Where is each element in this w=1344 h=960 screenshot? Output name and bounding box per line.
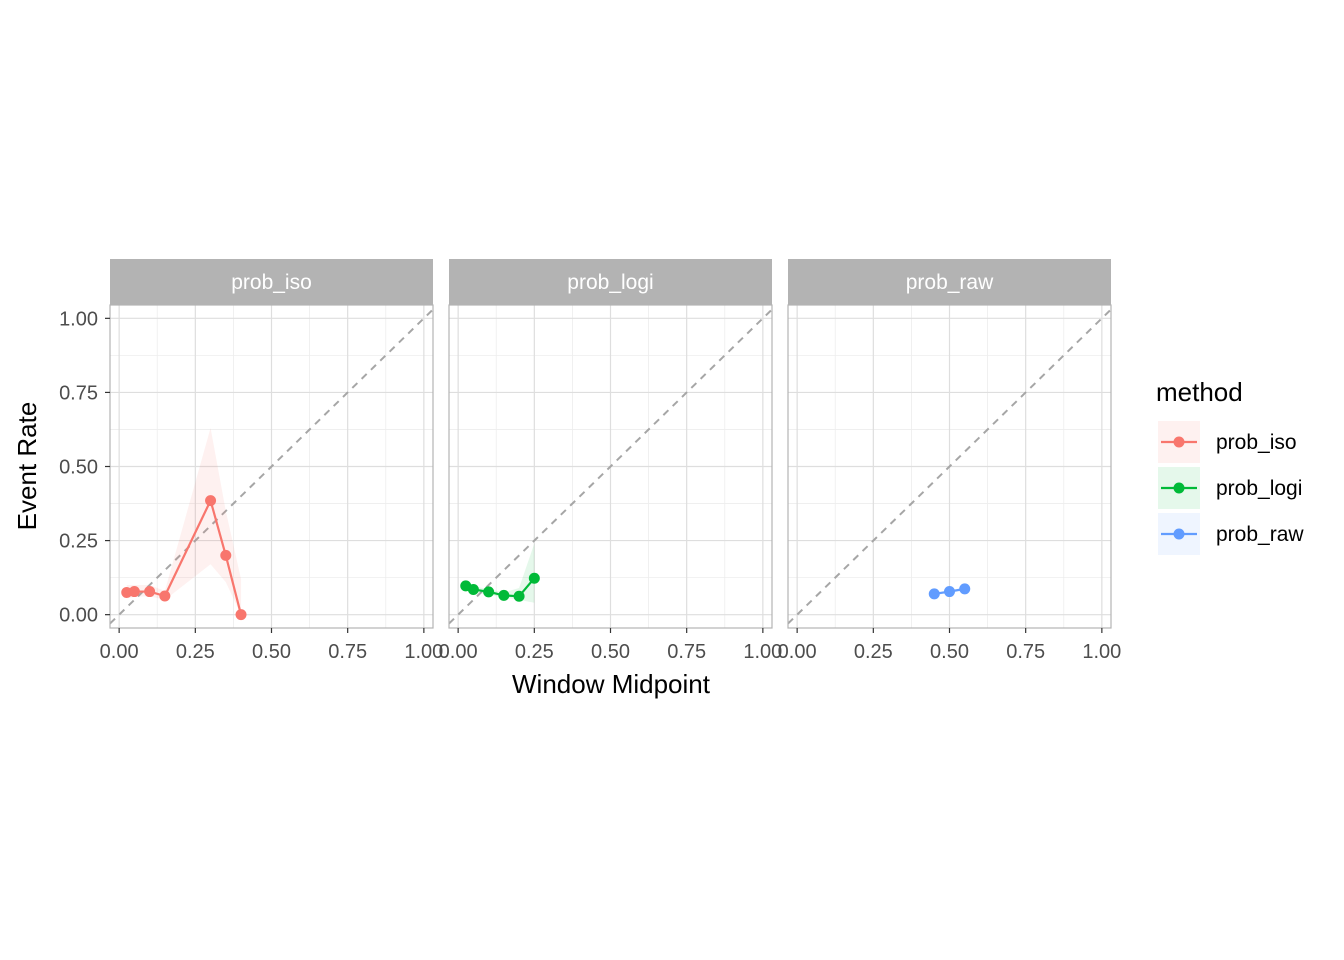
- x-tick-label: 0.50: [930, 641, 969, 663]
- x-tick-label: 0.75: [667, 641, 706, 663]
- legend-entry-prob_iso: prob_iso: [1158, 421, 1297, 463]
- data-point: [528, 572, 540, 584]
- facet-strip-label: prob_iso: [231, 271, 312, 294]
- legend: method prob_iso prob_logi prob_raw: [1156, 377, 1304, 555]
- data-point: [944, 586, 955, 598]
- panel-prob_iso: prob_iso 0.00 0.25 0.50 0.75 1.00 0.00 0.25 0.50…: [59, 259, 443, 663]
- x-tick-label: 0.00: [778, 641, 817, 663]
- legend-key-point: [1173, 528, 1185, 540]
- legend-key-point: [1173, 482, 1185, 494]
- confidence-ribbon: [465, 543, 535, 603]
- legend-entry-prob_raw: prob_raw: [1158, 513, 1304, 555]
- x-tick-label: 0.00: [439, 641, 478, 663]
- legend-entry-prob_logi: prob_logi: [1158, 467, 1302, 509]
- reference-diagonal-line: [449, 308, 772, 625]
- confidence-ribbon: [126, 427, 242, 615]
- x-tick-label: 0.00: [100, 641, 139, 663]
- y-tick-label: 0.75: [59, 382, 98, 404]
- facet-strip-label: prob_logi: [567, 271, 653, 294]
- facet-strip: [110, 259, 433, 305]
- facet-strip: [788, 259, 1111, 305]
- reference-diagonal-line: [788, 308, 1111, 625]
- x-tick-label: 0.25: [176, 641, 215, 663]
- panel-content: [110, 308, 433, 625]
- x-tick-label: 1.00: [1082, 641, 1121, 663]
- panel-content: [788, 308, 1111, 625]
- data-point: [513, 590, 525, 602]
- facet-strip: [449, 259, 772, 305]
- y-tick-label: 0.00: [59, 605, 98, 627]
- y-tick-label: 0.50: [59, 457, 98, 479]
- data-point: [928, 588, 940, 600]
- data-point: [498, 589, 510, 601]
- data-point: [205, 495, 217, 507]
- x-axis-title: Window Midpoint: [512, 669, 711, 699]
- x-tick-label: 0.50: [252, 641, 291, 663]
- data-point: [235, 609, 247, 621]
- legend-label: prob_iso: [1216, 431, 1297, 454]
- panel-prob_raw: prob_raw 0.00 0.25 0.50 0.75 1.00: [778, 259, 1121, 663]
- y-tick-label: 0.25: [59, 531, 98, 553]
- reference-diagonal-line: [110, 308, 433, 625]
- x-tick-label: 1.00: [404, 641, 443, 663]
- y-tick-label: 1.00: [59, 308, 98, 330]
- data-point: [959, 583, 971, 595]
- data-point: [220, 549, 232, 561]
- x-tick-label: 1.00: [743, 641, 782, 663]
- legend-key-point: [1173, 436, 1185, 448]
- x-tick-label: 0.75: [1006, 641, 1045, 663]
- panel-content: [449, 308, 772, 625]
- x-tick-label: 0.75: [328, 641, 367, 663]
- data-point: [159, 590, 171, 602]
- x-tick-label: 0.25: [854, 641, 893, 663]
- data-point: [128, 586, 140, 598]
- data-point: [467, 583, 479, 595]
- panel-prob_logi: prob_logi 0.00 0.25 0.50 0.75 1.00: [439, 259, 782, 663]
- y-axis-title: Event Rate: [12, 402, 42, 531]
- x-tick-label: 0.25: [515, 641, 554, 663]
- legend-label: prob_raw: [1216, 523, 1304, 546]
- x-tick-label: 0.50: [591, 641, 630, 663]
- facet-strip-label: prob_raw: [906, 271, 994, 294]
- legend-title: method: [1156, 377, 1243, 407]
- data-point: [483, 586, 495, 598]
- data-point: [144, 586, 156, 598]
- legend-label: prob_logi: [1216, 477, 1302, 500]
